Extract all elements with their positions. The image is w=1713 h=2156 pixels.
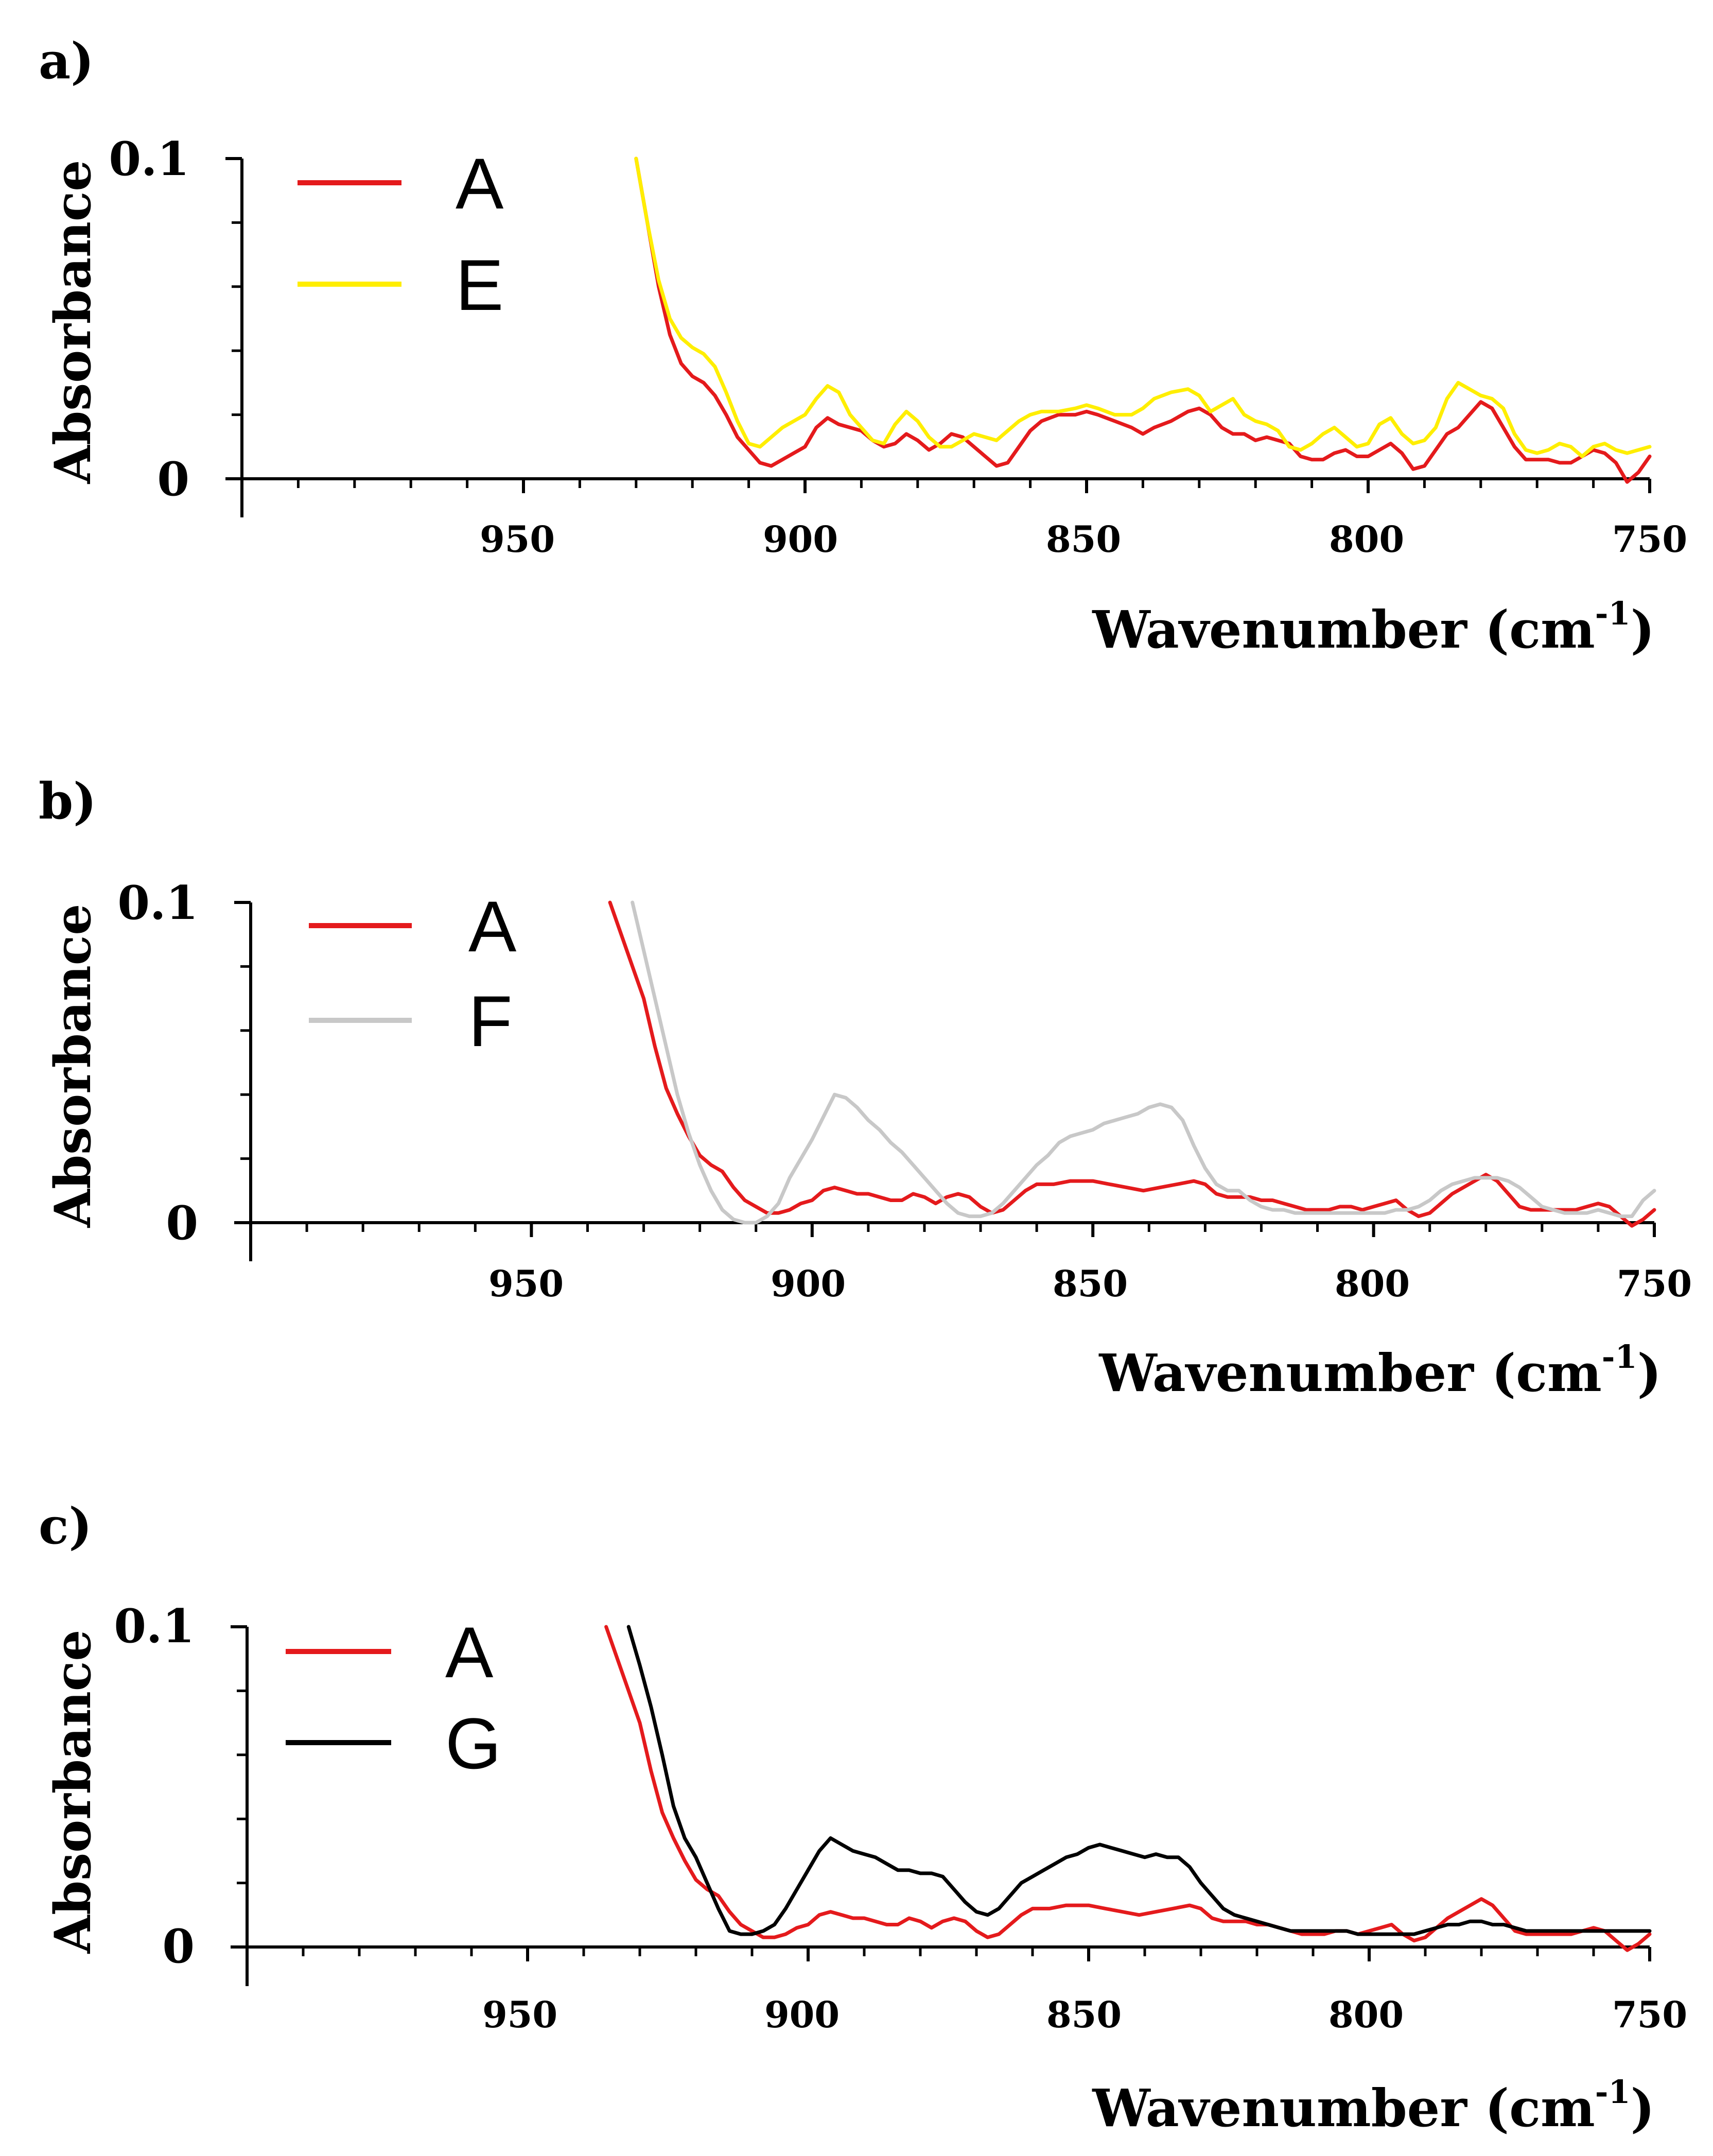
series-line-f [631,900,1656,1225]
x-tick-label-750: 750 [1612,518,1687,561]
x-tick-label-800: 800 [1329,518,1404,561]
x-axis-label: Wavenumber (cm-1) [1092,2073,1655,2138]
y-tick-label-zero: 0 [166,1196,198,1250]
x-tick-labels: 950 900 850 800 750 [488,1262,1692,1305]
y-tick-label-top: 0.1 [117,876,198,930]
plot-series [608,900,1656,1228]
x-tick-label-950: 950 [480,518,555,561]
panel-c: c) Absorbance 0.1 0 950 900 850 800 750 … [39,1497,1687,2138]
plot-series [634,157,1652,484]
x-tick-labels: 950 900 850 800 750 [482,1993,1687,2036]
legend-label-a: A [468,886,517,967]
legend-label-a: A [445,1612,494,1693]
y-axis-label: Absorbance [44,160,102,484]
plot-axes [225,157,1651,517]
series-line-a [604,1625,1652,1952]
x-tick-labels: 950 900 850 800 750 [480,518,1687,561]
legend: A E [298,143,504,325]
series-line-a [634,157,1652,484]
legend: A G [286,1612,501,1784]
panel-label: c) [39,1497,92,1555]
legend-label-f: F [468,981,513,1062]
legend-label-e: E [456,245,503,325]
x-tick-label-750: 750 [1612,1993,1687,2036]
legend: A F [309,886,517,1062]
y-tick-label-zero: 0 [157,452,189,507]
x-tick-label-850: 850 [1053,1262,1128,1305]
x-tick-label-900: 900 [764,1993,840,2036]
panel-label: a) [39,32,94,90]
x-tick-label-950: 950 [482,1993,557,2036]
legend-label-g: G [445,1703,501,1784]
plot-series [604,1625,1652,1952]
plot-axes [234,901,1656,1261]
x-axis-label: Wavenumber (cm-1) [1098,1338,1662,1403]
panel-a: a) Absorbance 0.1 0 950 900 850 800 750 … [39,32,1687,660]
y-tick-label-zero: 0 [162,1919,195,1974]
x-tick-label-900: 900 [771,1262,846,1305]
x-tick-label-850: 850 [1046,1993,1122,2036]
plot-axes [231,1625,1651,1986]
x-tick-label-750: 750 [1617,1262,1692,1305]
series-line-e [634,157,1652,458]
series-line-g [626,1625,1652,1936]
x-tick-label-900: 900 [763,518,838,561]
y-axis-label: Absorbance [44,904,102,1228]
x-tick-label-800: 800 [1329,1993,1404,2036]
y-tick-label-top: 0.1 [109,132,189,186]
x-tick-label-950: 950 [488,1262,564,1305]
panel-b: b) Absorbance 0.1 0 950 900 850 800 750 … [39,772,1692,1403]
x-axis-label: Wavenumber (cm-1) [1092,595,1655,660]
panel-label: b) [39,772,97,830]
x-tick-label-850: 850 [1046,518,1121,561]
legend-label-a: A [456,143,504,224]
x-tick-label-800: 800 [1335,1262,1410,1305]
y-tick-label-top: 0.1 [114,1599,195,1654]
y-axis-label: Absorbance [44,1630,102,1954]
